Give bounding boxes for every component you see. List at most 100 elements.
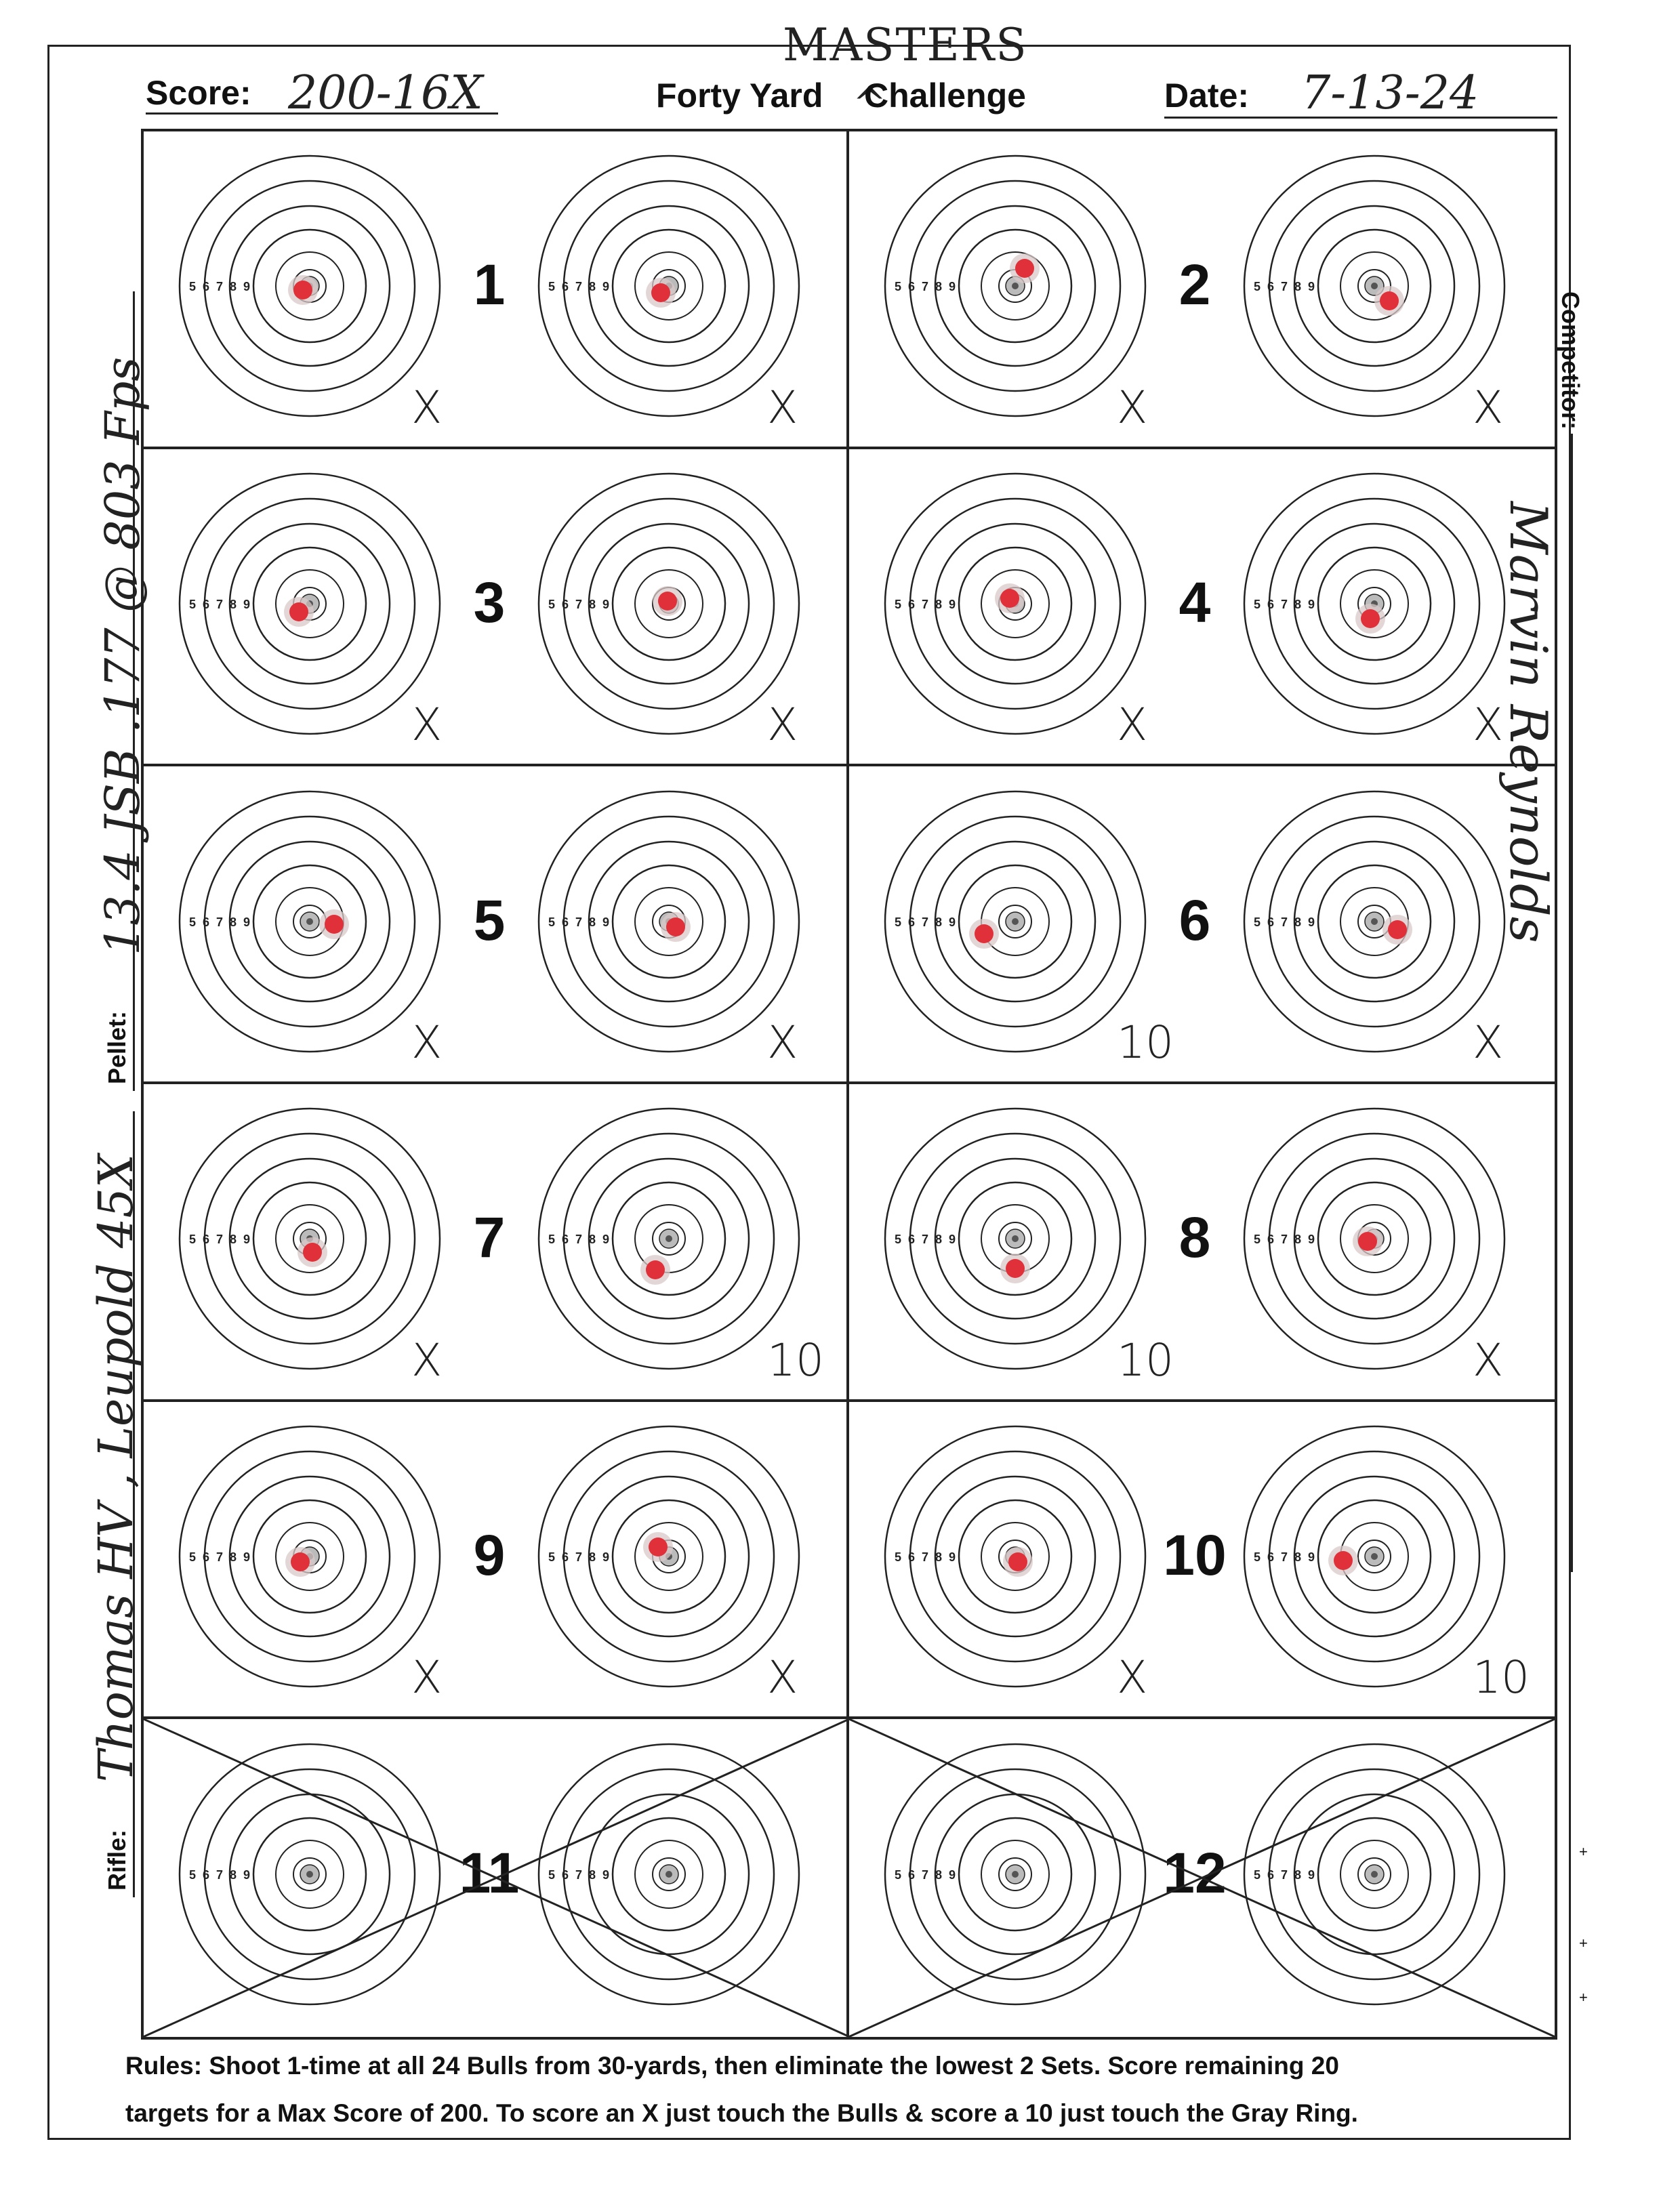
ring-label: 8 [935, 280, 942, 293]
score-mark: X [1473, 1334, 1504, 1386]
ring-label: 8 [935, 1550, 942, 1564]
target-ring [588, 1475, 750, 1638]
set-number: 9 [473, 1523, 506, 1587]
target-ring [1340, 569, 1409, 638]
rules-line-1: Rules: Shoot 1-time at all 24 Bulls from… [125, 2052, 1339, 2080]
pellet-hole [1006, 1259, 1025, 1279]
target-ring [634, 1521, 703, 1591]
ring-label: 5 [548, 1550, 555, 1564]
set-number: 2 [1179, 253, 1211, 317]
set-number: 10 [1163, 1523, 1227, 1587]
pellet-hole [1015, 259, 1034, 278]
ring-label: 9 [1308, 598, 1315, 611]
ring-label: 7 [575, 280, 582, 293]
ring-label: 8 [935, 915, 942, 929]
target-ring [611, 1182, 726, 1296]
score-mark: 10 [767, 1334, 824, 1386]
target-ring [884, 1425, 1147, 1688]
ring-label: 7 [922, 1233, 928, 1246]
target-ring [228, 205, 391, 367]
set-number: 8 [1179, 1205, 1211, 1270]
target-ring [652, 1857, 686, 1891]
ring-label: 7 [1281, 598, 1288, 611]
target-ring [1293, 205, 1456, 367]
ring-label: 5 [548, 1233, 555, 1246]
ring-label: 8 [589, 1868, 596, 1882]
ring-label: 7 [216, 915, 223, 929]
target-ring [611, 1499, 726, 1614]
target-ring [934, 1475, 1097, 1638]
target-ring [634, 1839, 703, 1909]
target-ring [588, 205, 750, 367]
set-cell-6: 5 6 7 8 9 5 6 7 8 9 6 10 X [849, 766, 1555, 1084]
target-ring [934, 1158, 1097, 1320]
ring-label: 5 [189, 280, 196, 293]
score-mark: X [767, 1016, 798, 1069]
target-ring [252, 1817, 367, 1931]
target-ring [1340, 1839, 1409, 1909]
target-ring [178, 790, 441, 1052]
rifle-value: Thomas HV , Leupold 45X [88, 1154, 144, 1782]
set-cell-12: 5 6 7 8 9 5 6 7 8 9 12 [849, 1719, 1555, 2037]
target-ring [1243, 155, 1506, 417]
bull [306, 1870, 313, 1878]
ring-label: 5 [189, 1233, 196, 1246]
target-ring [203, 815, 416, 1027]
ring-label: 8 [589, 1550, 596, 1564]
ring-label: 8 [230, 598, 237, 611]
target-ring [1340, 1204, 1409, 1274]
ring-label: 8 [589, 915, 596, 929]
target-ring [611, 864, 726, 978]
ring-label: 7 [922, 915, 928, 929]
ring-label: 5 [548, 280, 555, 293]
ring-label: 9 [1308, 1233, 1315, 1246]
target-ring [958, 1817, 1073, 1931]
target-ring [1340, 251, 1409, 321]
ring-label: 6 [908, 280, 915, 293]
target-ring [634, 251, 703, 321]
ring-label: 7 [1281, 915, 1288, 929]
score-mark: 10 [1473, 1651, 1530, 1704]
target-ring [958, 1182, 1073, 1296]
ring-label: 9 [949, 1550, 956, 1564]
set-cell-7: 5 6 7 8 9 5 6 7 8 9 7 X 10 [144, 1084, 849, 1402]
target-ring [884, 790, 1147, 1052]
ring-label: 6 [562, 280, 569, 293]
competitor-name: Marvin Reynolds [1498, 501, 1559, 943]
score-mark: X [1117, 381, 1148, 434]
competitor-line [1571, 434, 1573, 1572]
ring-label: 7 [922, 280, 928, 293]
target-ring [1293, 1793, 1456, 1955]
date-value: 7-13-24 [1301, 66, 1479, 120]
target-ring [611, 1817, 726, 1931]
ring-label: 9 [602, 915, 609, 929]
target-ring [611, 546, 726, 661]
target-ring [1293, 522, 1456, 685]
target-ring [588, 522, 750, 685]
ring-label: 5 [1254, 1233, 1261, 1246]
ring-label: 5 [189, 598, 196, 611]
ring-label: 6 [203, 1868, 209, 1882]
score-mark: X [767, 381, 798, 434]
ring-label: 5 [1254, 915, 1261, 929]
target-ring [1293, 1158, 1456, 1320]
ring-label: 7 [216, 598, 223, 611]
ring-label: 7 [1281, 1233, 1288, 1246]
target-ring [958, 546, 1073, 661]
ring-label: 7 [922, 1550, 928, 1564]
target-ring [884, 155, 1147, 417]
target-ring [884, 472, 1147, 735]
ring-label: 6 [562, 1233, 569, 1246]
target-ring [958, 1499, 1073, 1614]
ring-label: 5 [548, 1868, 555, 1882]
